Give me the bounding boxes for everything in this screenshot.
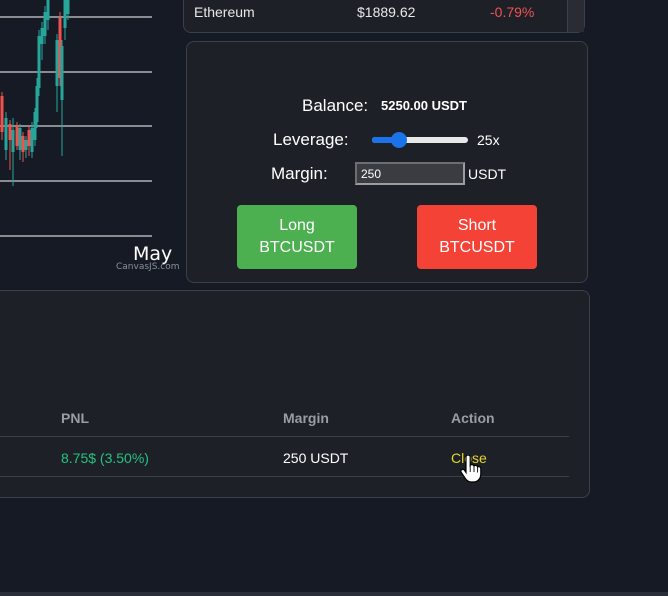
candle-body bbox=[15, 126, 19, 146]
leverage-value: 25x bbox=[477, 132, 500, 148]
candle-body bbox=[33, 112, 37, 140]
market-name: Ethereum bbox=[194, 4, 255, 20]
table-divider bbox=[0, 476, 569, 477]
candle-body bbox=[40, 28, 44, 44]
leverage-slider[interactable] bbox=[372, 132, 468, 148]
chart-gridlines bbox=[0, 16, 152, 237]
hand-pointer-icon bbox=[460, 455, 482, 483]
candle-body bbox=[55, 40, 59, 86]
market-price: $1889.62 bbox=[357, 4, 416, 20]
price-chart[interactable]: May CanvasJS.com bbox=[0, 0, 180, 280]
margin-input[interactable] bbox=[355, 162, 465, 185]
candle-body bbox=[60, 46, 64, 100]
trade-panel: Balance: 5250.00 USDT Leverage: 25x Marg… bbox=[186, 41, 588, 283]
candles bbox=[0, 0, 70, 186]
candle-body bbox=[21, 136, 25, 152]
candle-body bbox=[11, 130, 15, 152]
column-header-action: Action bbox=[451, 410, 495, 426]
candle-body bbox=[0, 96, 4, 132]
leverage-label: Leverage: bbox=[273, 130, 349, 149]
balance-label: Balance: bbox=[302, 96, 369, 115]
candle-body bbox=[30, 128, 34, 152]
x-axis-label: May bbox=[133, 243, 173, 265]
long-button[interactable]: Long BTCUSDT bbox=[237, 205, 357, 269]
candle-body bbox=[24, 140, 28, 150]
column-header-pnl: PNL bbox=[61, 410, 89, 426]
long-button-symbol: BTCUSDT bbox=[259, 239, 335, 256]
candle-body bbox=[63, 0, 67, 28]
candle-body bbox=[58, 18, 62, 78]
candle-body bbox=[27, 130, 31, 146]
positions-panel: PNL Margin Action 8.75$ (3.50%) 250 USDT… bbox=[0, 290, 590, 498]
candle-body bbox=[66, 0, 70, 14]
market-list: Ethereum $1889.62 -0.79% bbox=[183, 0, 585, 33]
position-pnl: 8.75$ (3.50%) bbox=[61, 450, 149, 466]
position-margin: 250 USDT bbox=[283, 450, 349, 466]
column-header-margin: Margin bbox=[283, 410, 329, 426]
short-button[interactable]: Short BTCUSDT bbox=[417, 205, 537, 269]
candle-body bbox=[8, 124, 12, 140]
leverage-slider-thumb[interactable] bbox=[390, 132, 407, 148]
candle-body bbox=[35, 86, 39, 122]
short-button-label: Short bbox=[457, 217, 497, 234]
candle-body bbox=[4, 118, 8, 150]
market-list-scrollbar[interactable] bbox=[567, 0, 584, 32]
margin-label: Margin: bbox=[271, 164, 328, 183]
chart-credit[interactable]: CanvasJS.com bbox=[116, 262, 180, 272]
long-button-label: Long bbox=[279, 217, 315, 234]
margin-unit: USDT bbox=[468, 166, 507, 182]
table-divider bbox=[0, 436, 569, 437]
candle-body bbox=[43, 12, 47, 36]
candle-body bbox=[18, 128, 22, 150]
balance-value: 5250.00 USDT bbox=[381, 98, 467, 113]
candlestick-chart-canvas bbox=[0, 0, 152, 237]
candle-body bbox=[46, 0, 50, 20]
page-bottom-border bbox=[0, 592, 668, 596]
short-button-symbol: BTCUSDT bbox=[439, 239, 515, 256]
market-change: -0.79% bbox=[490, 4, 535, 20]
leverage-slider-fill bbox=[372, 137, 399, 143]
candle-body bbox=[37, 36, 41, 88]
